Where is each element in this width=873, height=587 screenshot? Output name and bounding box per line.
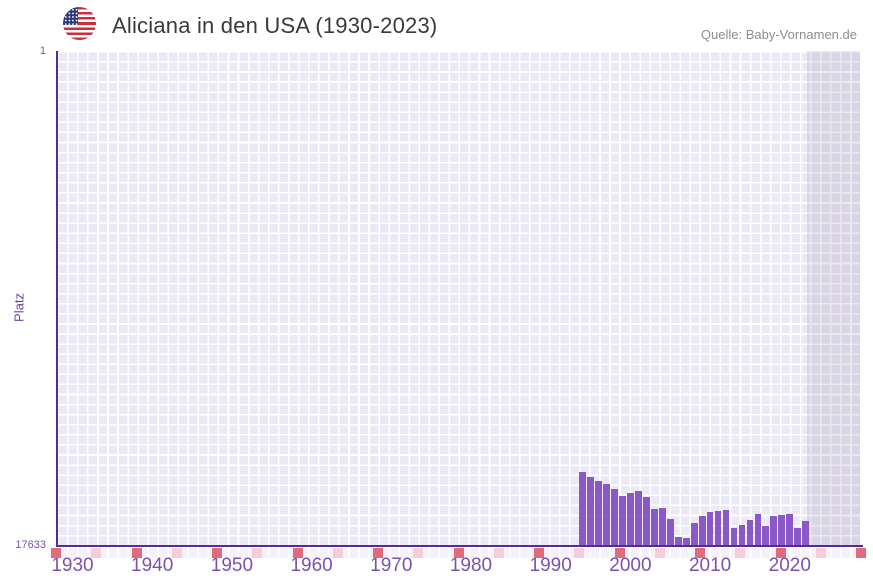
bar-2001[interactable] <box>634 491 642 545</box>
y-axis-line <box>55 51 58 545</box>
decade-marker <box>51 548 61 558</box>
bar-2006[interactable] <box>674 537 682 545</box>
half-decade-marker <box>574 548 584 558</box>
source-credit: Quelle: Baby-Vornamen.de <box>700 27 857 42</box>
decade-marker <box>614 548 625 558</box>
decade-marker <box>292 548 303 558</box>
bar-2003[interactable] <box>650 509 658 545</box>
decade-marker <box>131 548 142 558</box>
half-decade-marker <box>171 548 182 558</box>
x-tick-label-1990: 1990 <box>529 555 572 576</box>
us-flag-icon <box>63 7 96 40</box>
half-decade-marker <box>413 548 423 558</box>
bar-2000[interactable] <box>627 493 634 545</box>
bar-2013[interactable] <box>730 527 738 545</box>
us-flag-canton <box>63 7 78 25</box>
bar-2021[interactable] <box>794 527 802 545</box>
bar-2017[interactable] <box>762 525 770 545</box>
bar-1995[interactable] <box>587 477 594 545</box>
half-decade-marker <box>735 548 745 558</box>
half-decade-marker <box>91 548 101 558</box>
bar-1999[interactable] <box>619 496 626 545</box>
x-tick-label-1970: 1970 <box>370 555 413 576</box>
bar-2014[interactable] <box>738 525 746 545</box>
bar-2004[interactable] <box>658 508 666 545</box>
bar-2005[interactable] <box>666 518 674 545</box>
bar-2010[interactable] <box>706 511 714 545</box>
bar-1998[interactable] <box>611 489 618 545</box>
y-axis-title: Platz <box>11 293 27 322</box>
bar-2022[interactable] <box>802 521 810 545</box>
bar-2002[interactable] <box>642 497 650 545</box>
bar-2009[interactable] <box>698 516 706 545</box>
bar-1996[interactable] <box>595 481 602 545</box>
x-tick-label-2020: 2020 <box>768 555 811 576</box>
x-tick-label-1950: 1950 <box>210 555 254 576</box>
x-tick-label-2010: 2010 <box>688 555 732 576</box>
decade-marker <box>453 548 464 558</box>
decade-marker <box>856 548 866 558</box>
bar-2020[interactable] <box>786 514 794 545</box>
bar-2007[interactable] <box>682 538 690 545</box>
x-tick-label-2000: 2000 <box>609 555 652 576</box>
bar-2015[interactable] <box>746 520 754 545</box>
half-decade-marker <box>493 548 504 558</box>
bar-2011[interactable] <box>714 511 722 545</box>
bars-container <box>57 51 860 545</box>
bar-2018[interactable] <box>770 516 778 545</box>
x-axis-labels: 1930 1940 1950 1960 1970 1980 1990 2000 2010 2020 <box>0 555 873 579</box>
bar-1994[interactable] <box>579 472 586 545</box>
future-years-band <box>807 51 860 545</box>
bar-2008[interactable] <box>690 523 698 545</box>
x-tick-label-1980: 1980 <box>449 555 493 576</box>
bar-2016[interactable] <box>754 514 762 545</box>
x-tick-label-1940: 1940 <box>131 555 174 576</box>
decade-marker <box>775 548 786 558</box>
x-tick-label-1960: 1960 <box>290 555 333 576</box>
x-tick-label-1930: 1930 <box>51 555 94 576</box>
half-decade-marker <box>332 548 343 558</box>
bar-2019[interactable] <box>778 515 786 545</box>
half-decade-marker <box>654 548 665 558</box>
x-axis-line <box>55 544 863 547</box>
plot-grid <box>57 51 860 545</box>
bar-2012[interactable] <box>722 510 730 545</box>
page-title: Aliciana in den USA (1930-2023) <box>112 13 438 38</box>
decade-marker <box>212 548 222 558</box>
half-decade-marker <box>252 548 262 558</box>
y-axis-label-top: 1 <box>39 45 46 57</box>
decade-marker <box>373 548 383 558</box>
decade-marker <box>695 548 705 558</box>
decade-marker <box>534 548 544 558</box>
half-decade-marker <box>815 548 826 558</box>
y-axis-label-bottom: 17633 <box>15 539 46 551</box>
bar-1997[interactable] <box>603 484 610 545</box>
